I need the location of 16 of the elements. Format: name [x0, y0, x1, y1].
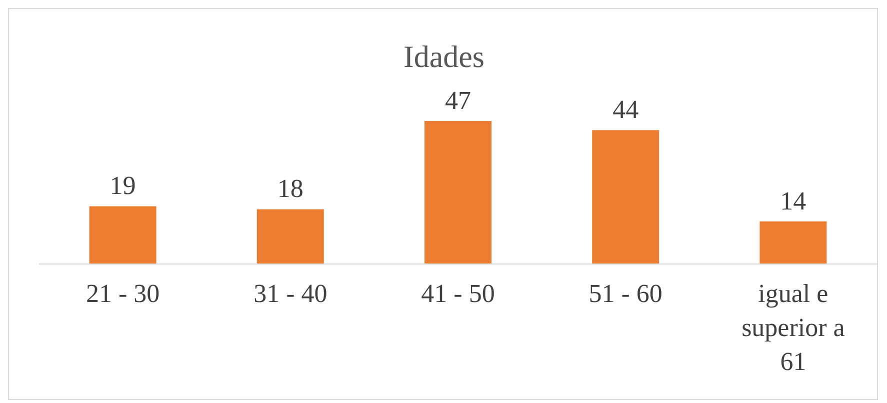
data-label: 44: [612, 95, 639, 124]
x-tick-label: 51 - 60: [588, 279, 662, 308]
x-tick-label: 41 - 50: [421, 279, 495, 308]
x-tick-label: 21 - 30: [86, 279, 160, 308]
bar: [592, 130, 660, 264]
bar: [89, 206, 156, 264]
data-label: 47: [444, 86, 471, 115]
data-label: 18: [277, 174, 304, 204]
bar: [424, 121, 492, 264]
data-label: 19: [110, 171, 136, 200]
data-label: 14: [780, 186, 806, 216]
x-tick-label: 31 - 40: [254, 279, 328, 308]
bar: [760, 221, 827, 264]
x-tick-label: igual e superior a 61: [742, 279, 846, 376]
chart-title: Idades: [402, 39, 486, 75]
bar: [256, 209, 324, 264]
